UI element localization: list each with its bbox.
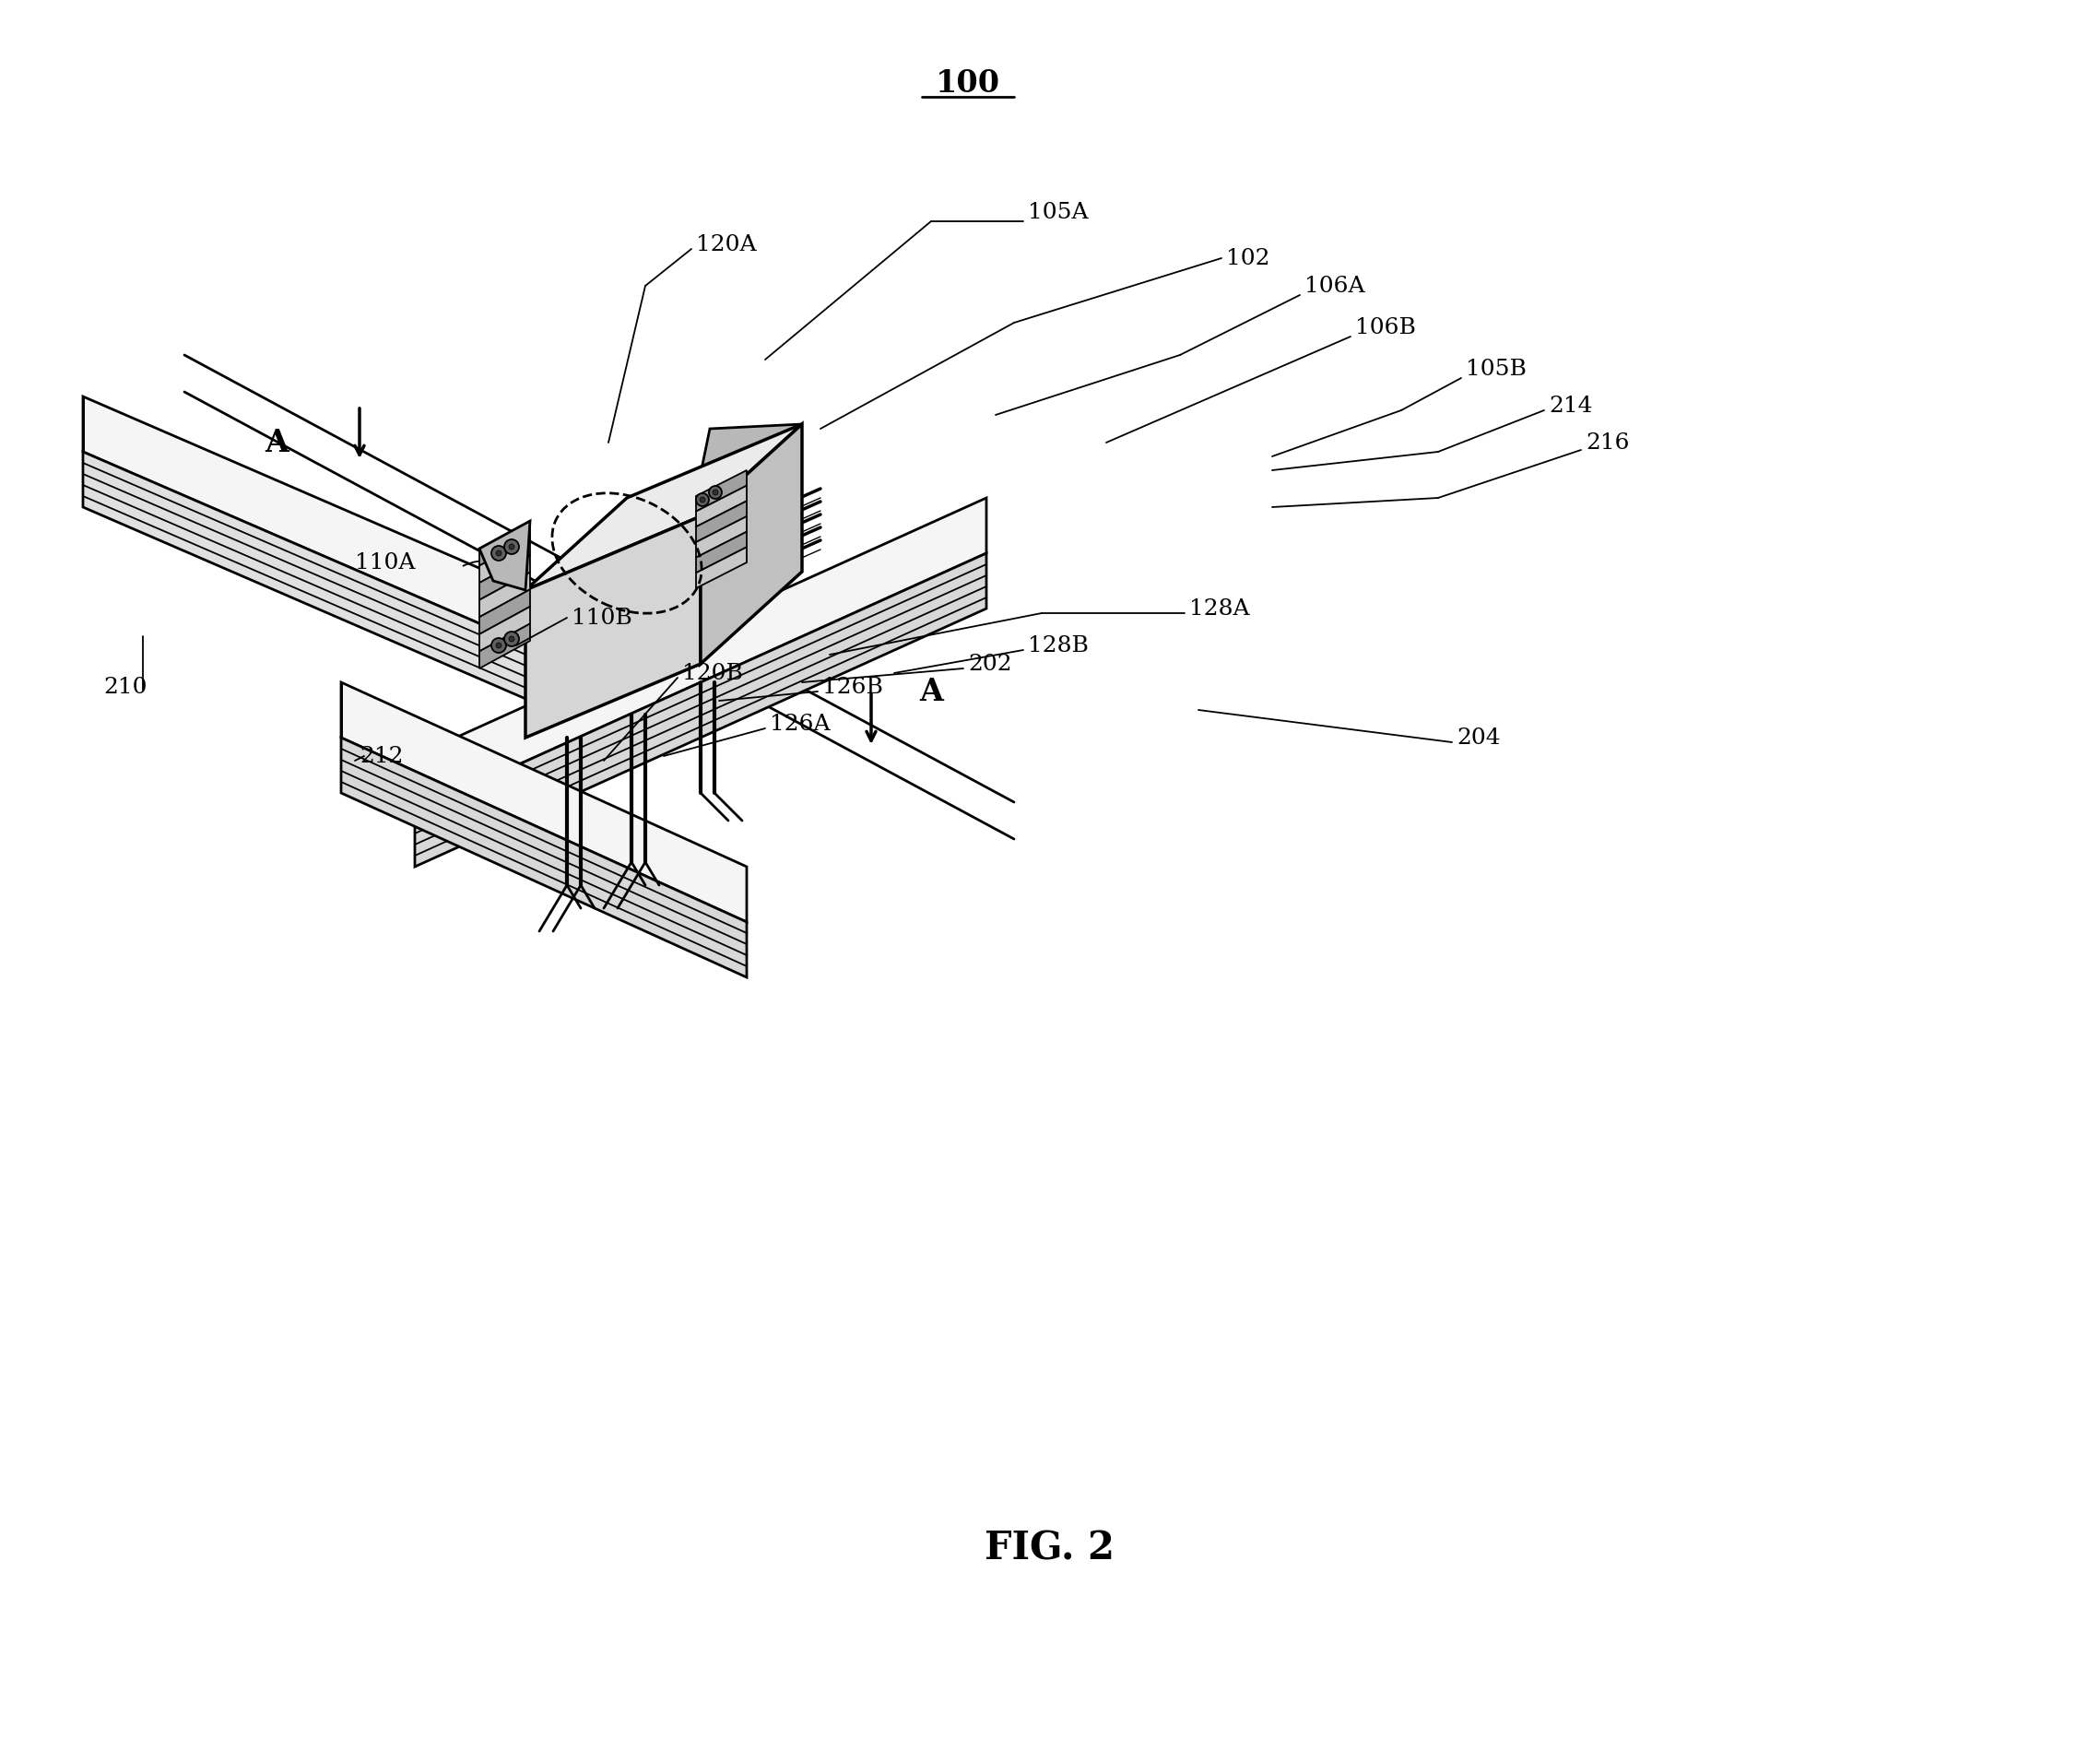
Text: 126B: 126B bbox=[823, 676, 882, 697]
Circle shape bbox=[491, 546, 506, 561]
Polygon shape bbox=[695, 485, 748, 527]
Text: 204: 204 bbox=[1457, 726, 1499, 749]
Polygon shape bbox=[701, 424, 802, 664]
Polygon shape bbox=[479, 589, 529, 634]
Text: 105B: 105B bbox=[1466, 358, 1527, 379]
Polygon shape bbox=[525, 424, 802, 591]
Polygon shape bbox=[416, 497, 987, 812]
Polygon shape bbox=[479, 572, 529, 617]
Text: 110A: 110A bbox=[355, 553, 416, 574]
Polygon shape bbox=[479, 554, 529, 600]
Circle shape bbox=[508, 544, 514, 549]
Polygon shape bbox=[695, 501, 748, 542]
Text: 105A: 105A bbox=[1027, 202, 1088, 222]
Polygon shape bbox=[479, 521, 529, 567]
Circle shape bbox=[504, 631, 519, 647]
Circle shape bbox=[710, 487, 722, 499]
Polygon shape bbox=[84, 396, 529, 645]
Polygon shape bbox=[695, 516, 748, 558]
Polygon shape bbox=[340, 683, 748, 923]
Polygon shape bbox=[479, 539, 529, 582]
Polygon shape bbox=[479, 607, 529, 652]
Polygon shape bbox=[695, 532, 748, 574]
Polygon shape bbox=[695, 471, 748, 511]
Circle shape bbox=[699, 497, 706, 502]
Circle shape bbox=[695, 494, 710, 506]
Text: 128A: 128A bbox=[1189, 598, 1250, 619]
Circle shape bbox=[496, 643, 502, 648]
Text: 106A: 106A bbox=[1304, 275, 1365, 297]
Text: 212: 212 bbox=[359, 746, 403, 766]
Text: 102: 102 bbox=[1226, 247, 1270, 269]
Polygon shape bbox=[695, 547, 748, 587]
Polygon shape bbox=[695, 424, 802, 495]
Circle shape bbox=[712, 490, 718, 495]
Circle shape bbox=[508, 636, 514, 641]
Circle shape bbox=[496, 551, 502, 556]
Text: 126A: 126A bbox=[771, 713, 830, 735]
Polygon shape bbox=[84, 452, 529, 700]
Text: 100: 100 bbox=[937, 68, 1000, 97]
Text: 120A: 120A bbox=[695, 233, 756, 255]
Text: 110B: 110B bbox=[571, 607, 632, 629]
Text: 210: 210 bbox=[103, 676, 147, 697]
Polygon shape bbox=[479, 624, 529, 669]
Polygon shape bbox=[525, 516, 701, 737]
Text: A: A bbox=[920, 676, 943, 707]
Polygon shape bbox=[479, 521, 529, 591]
Text: 216: 216 bbox=[1586, 433, 1630, 454]
Polygon shape bbox=[416, 553, 987, 867]
Text: FIG. 2: FIG. 2 bbox=[985, 1529, 1115, 1568]
Text: A: A bbox=[265, 428, 288, 457]
Polygon shape bbox=[340, 737, 748, 977]
Text: 202: 202 bbox=[968, 653, 1012, 674]
Circle shape bbox=[504, 539, 519, 554]
Text: 120B: 120B bbox=[682, 662, 743, 683]
Text: 128B: 128B bbox=[1027, 634, 1088, 655]
Circle shape bbox=[491, 638, 506, 653]
Text: 106B: 106B bbox=[1354, 316, 1415, 337]
Text: 214: 214 bbox=[1548, 395, 1592, 417]
